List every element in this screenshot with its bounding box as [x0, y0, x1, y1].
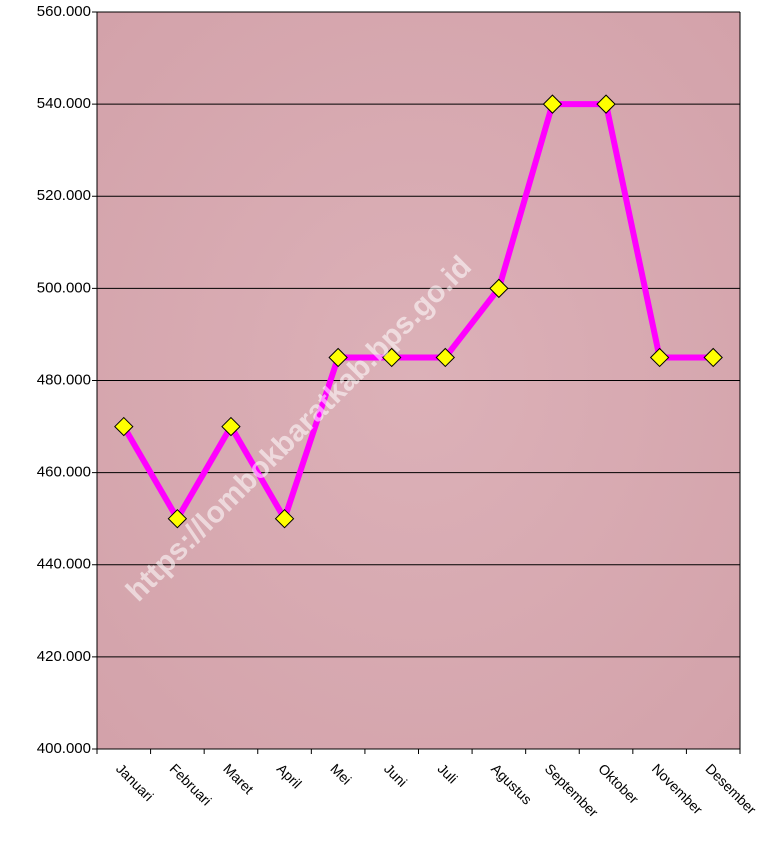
- x-tick-label: November: [649, 760, 706, 817]
- y-tick-label: 460.000: [37, 464, 91, 481]
- x-tick-label: Juli: [435, 760, 461, 786]
- marker: [114, 416, 134, 437]
- y-tick-label: 400.000: [37, 740, 91, 757]
- marker: [382, 347, 402, 368]
- y-tick-label: 440.000: [37, 556, 91, 573]
- x-tick-label: Oktober: [595, 760, 642, 807]
- y-tick-label: 420.000: [37, 648, 91, 665]
- y-tick-label: 500.000: [37, 279, 91, 296]
- y-tick-label: 560.000: [37, 3, 91, 20]
- grid: [92, 11, 741, 754]
- marker: [221, 416, 241, 437]
- marker: [489, 278, 509, 299]
- marker: [167, 508, 188, 529]
- x-tick-label: Mei: [327, 760, 354, 787]
- x-tick-label: Desember: [702, 760, 759, 817]
- y-tick-label: 540.000: [37, 95, 91, 112]
- x-tick-label: Juni: [381, 760, 410, 789]
- line: [121, 101, 714, 522]
- marker: [649, 347, 670, 368]
- x-tick-label: Januari: [113, 760, 157, 804]
- marker: [274, 508, 295, 529]
- x-tick-label: September: [542, 760, 602, 820]
- marker: [328, 347, 348, 368]
- marks: [114, 94, 723, 529]
- marker: [703, 347, 723, 368]
- x-tick-label: Agustus: [488, 760, 535, 807]
- x-tick-label: Maret: [220, 760, 257, 797]
- marker: [542, 94, 563, 114]
- x-tick-label: Februari: [167, 760, 215, 808]
- x-tick-label: April: [274, 760, 305, 791]
- y-tick-label: 480.000: [37, 371, 91, 388]
- marker: [435, 347, 455, 368]
- marker: [596, 94, 616, 114]
- y-tick-label: 520.000: [37, 187, 91, 204]
